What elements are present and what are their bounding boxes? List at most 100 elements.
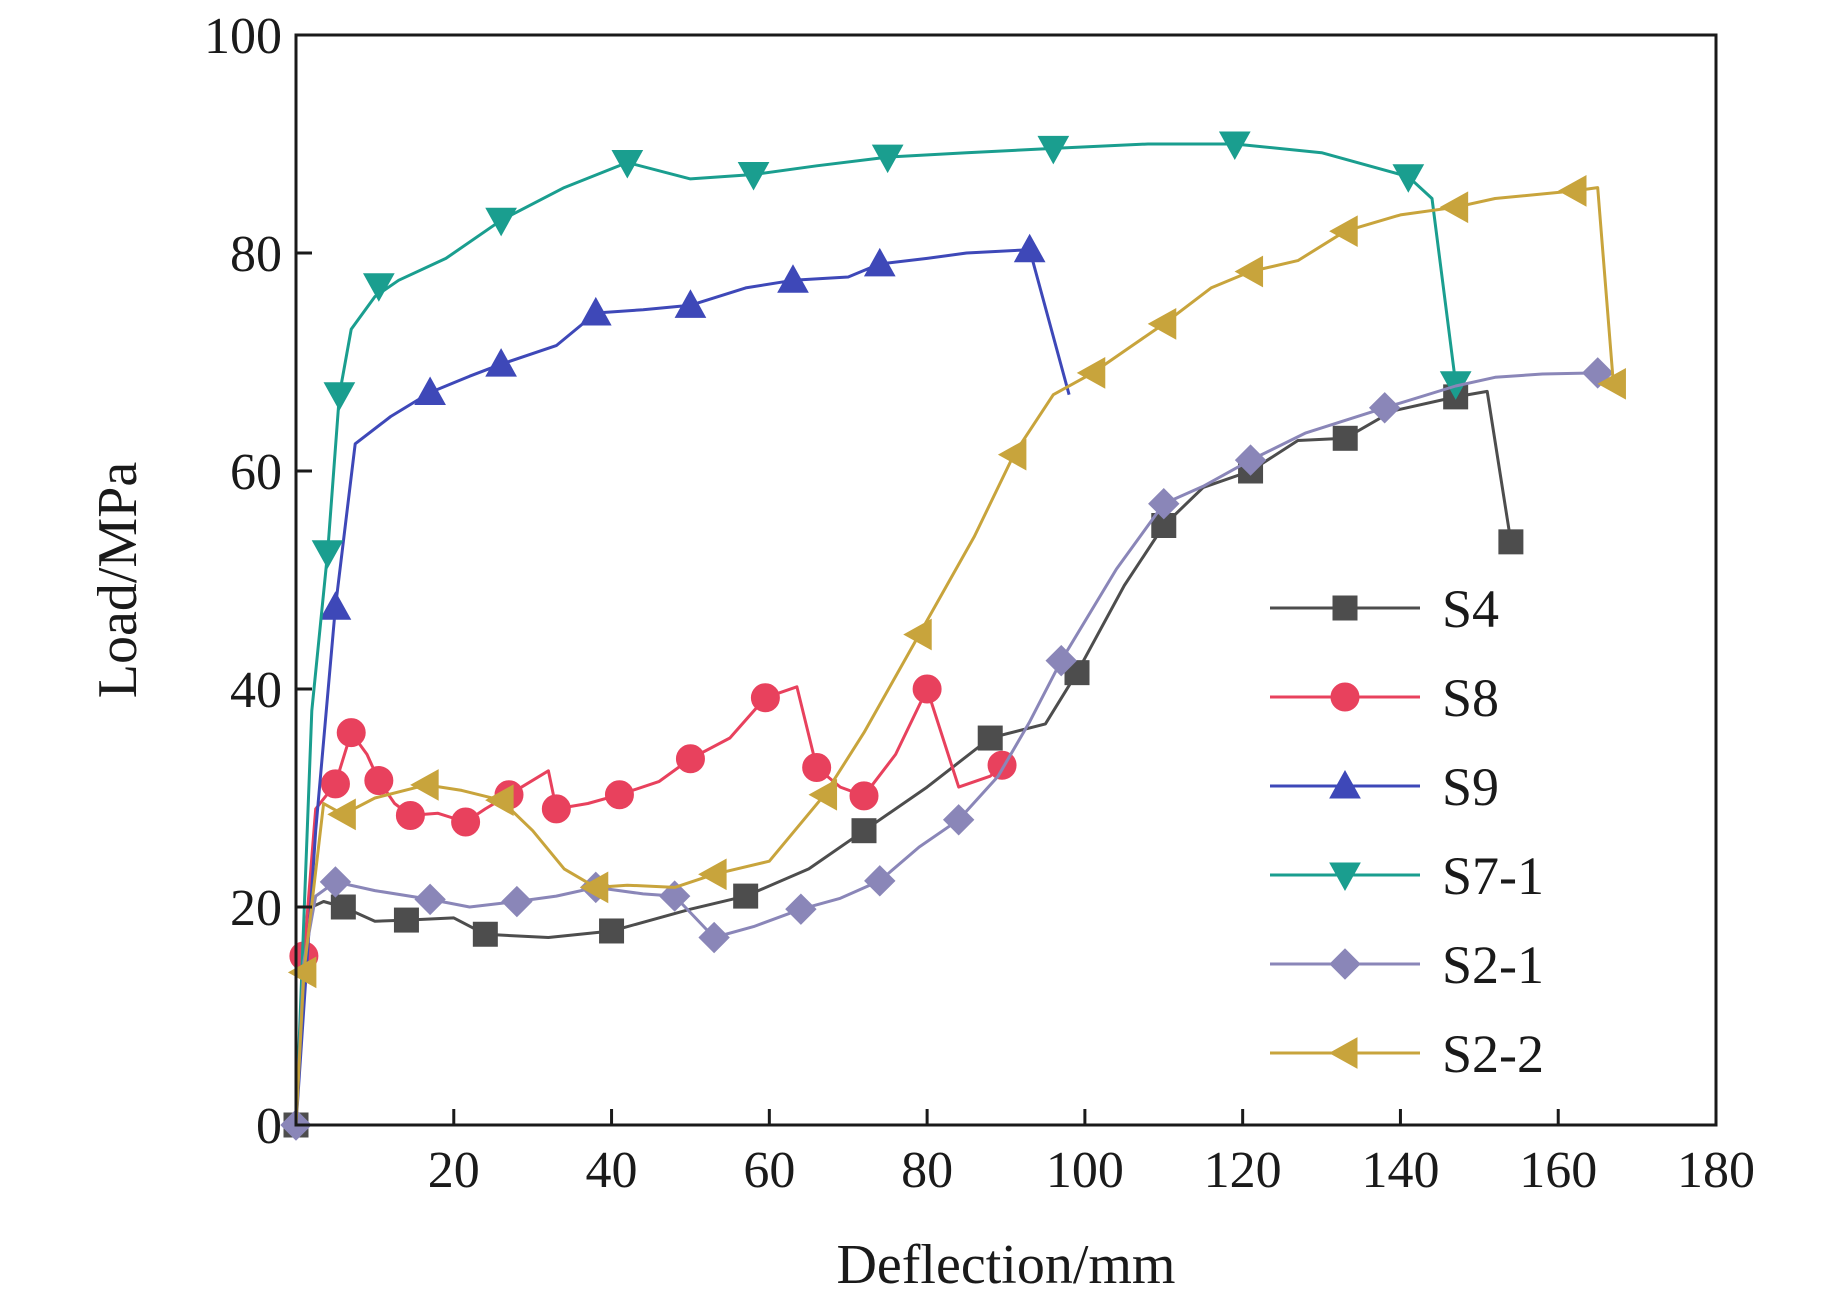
data-point [942,804,975,836]
data-point [485,784,514,817]
data-point [336,718,366,748]
data-point [1076,357,1106,389]
x-tick-label: 100 [1046,1142,1124,1199]
data-point [1392,164,1425,193]
data-point [903,618,932,651]
x-tick-label: 60 [743,1142,795,1199]
data-point [1148,487,1180,520]
data-point [1013,233,1046,263]
data-point [912,674,942,704]
data-point [1332,425,1358,451]
data-point [287,956,317,989]
legend-item-s4: S4 [1270,579,1499,639]
data-point [674,289,707,318]
x-tick-label: 180 [1677,1142,1755,1199]
x-tick-label: 160 [1519,1142,1597,1199]
legend-marker [1329,948,1361,980]
data-point [977,725,1003,751]
legend-item-s2-2: S2-2 [1270,1024,1544,1084]
data-point [395,800,425,830]
series-s8 [289,674,1017,1126]
series-line [294,186,1615,1126]
data-point [849,781,879,811]
y-tick-label: 40 [230,662,282,719]
series-line [294,142,1458,1126]
data-point [698,921,730,954]
data-point [871,144,904,174]
data-point [330,894,356,920]
data-point [785,893,817,925]
data-point [802,752,832,782]
data-point [410,769,439,801]
series-layer [280,131,1626,1141]
data-point [414,376,446,406]
data-point [311,540,344,569]
data-point [1045,644,1077,677]
series-line [294,248,1071,1126]
y-tick-label: 80 [230,226,282,283]
legend: S4 S8 S9 S7-1 S2-1 S2-2 [1270,579,1544,1084]
legend-label: S4 [1442,579,1499,639]
series-s2-2 [287,175,1626,1126]
data-point [1498,529,1524,555]
legend-marker [1329,862,1361,892]
x-tick-label: 40 [586,1142,638,1199]
y-tick-label: 20 [230,880,282,937]
data-point [362,273,395,302]
x-tick-label: 140 [1361,1142,1439,1199]
data-point [1147,308,1177,340]
data-point [851,818,877,844]
data-point [541,794,571,824]
x-tick-label: 80 [901,1142,953,1199]
data-point [323,382,356,411]
series-s9 [294,233,1071,1126]
data-point [1368,392,1401,424]
legend-label: S2-1 [1442,935,1544,995]
data-point [1234,444,1267,476]
data-point [579,871,609,904]
data-point [485,207,517,237]
data-point [604,780,634,810]
y-axis-title: Load/MPa [87,462,149,699]
data-point [987,750,1017,780]
data-point [485,348,517,377]
legend-marker [1332,595,1358,621]
data-point [611,150,644,179]
legend-marker [1329,769,1361,799]
x-tick-label: 20 [428,1142,480,1199]
legend-marker [1328,1037,1358,1069]
data-point [675,744,705,774]
legend-item-s7-1: S7-1 [1270,846,1544,906]
y-tick-label: 0 [256,1098,282,1155]
data-point [750,683,780,713]
legend-item-s8: S8 [1270,668,1499,728]
data-point [599,918,625,944]
legend-label: S8 [1442,668,1499,728]
x-tick-label: 120 [1204,1142,1282,1199]
y-tick-label: 100 [204,8,282,65]
data-point [1037,135,1070,165]
plot-frame [294,33,1718,1127]
legend-label: S9 [1442,757,1499,817]
data-point [319,866,352,898]
data-point [658,880,691,912]
data-point [1439,191,1469,224]
data-point [501,885,533,918]
data-point [777,264,809,293]
data-point [414,883,446,916]
data-point [864,865,896,897]
data-point [393,907,419,933]
data-point [808,778,838,811]
data-point [997,438,1027,471]
data-point [1218,131,1251,161]
data-point [1329,215,1358,248]
data-point [319,591,352,620]
data-point [1597,367,1626,400]
data-point [320,769,350,799]
data-point [579,296,612,326]
data-point [698,858,727,891]
data-point [472,921,498,947]
legend-label: S7-1 [1442,846,1544,906]
